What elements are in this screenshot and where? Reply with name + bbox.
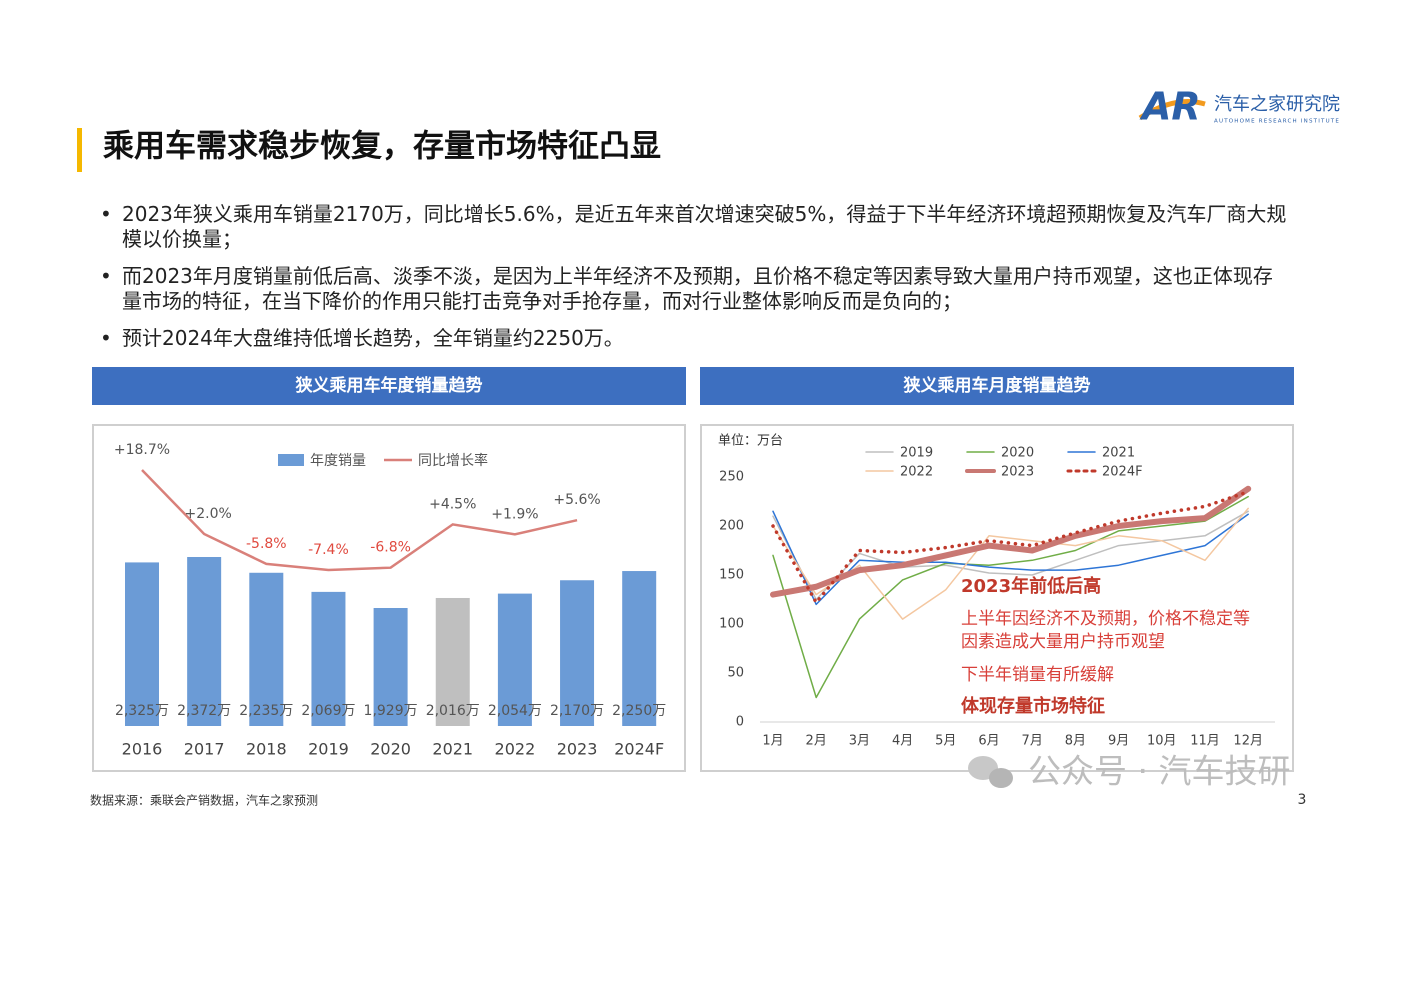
title-accent — [77, 128, 82, 172]
bar — [249, 572, 284, 726]
annotation: 体现存量市场特征 — [961, 695, 1105, 717]
x-tick-label: 4月 — [892, 734, 913, 749]
x-tick-label: 2020 — [370, 740, 411, 759]
bullet: 预计2024年大盘维持低增长趋势，全年销量约2250万。 — [100, 326, 1290, 351]
y-tick-label: 50 — [727, 666, 744, 681]
x-tick-label: 2月 — [806, 734, 827, 749]
x-tick-label: 6月 — [978, 734, 999, 749]
source-note: 数据来源：乘联会产销数据，汽车之家预测 — [90, 793, 318, 808]
bar-value-label: 2,235万 — [239, 703, 293, 719]
annotation: 因素造成大量用户持币观望 — [961, 632, 1165, 652]
line-value-label: +4.5% — [429, 496, 476, 512]
chart-title: 狭义乘用车月度销量趋势 — [903, 375, 1091, 396]
bar — [435, 597, 470, 726]
x-tick-label: 2016 — [122, 740, 163, 759]
legend-label: 年度销量 — [310, 453, 366, 469]
y-tick-label: 100 — [719, 617, 744, 632]
line-value-label: +1.9% — [491, 506, 538, 522]
annotation: 2023年前低后高 — [961, 575, 1101, 597]
line-value-label: -7.4% — [308, 542, 349, 558]
chart-title: 狭义乘用车年度销量趋势 — [295, 375, 483, 396]
bar — [373, 608, 408, 726]
chart-banner — [700, 367, 1294, 405]
watermark-icon — [989, 768, 1013, 788]
unit-label: 单位：万台 — [718, 434, 783, 449]
bar-value-label: 2,250万 — [612, 703, 666, 719]
line-value-label: +5.6% — [553, 492, 600, 508]
y-tick-label: 250 — [719, 470, 744, 485]
series-line — [770, 485, 1252, 598]
x-tick-label: 5月 — [935, 734, 956, 749]
bullet-list: 2023年狭义乘用车销量2170万，同比增长5.6%，是近五年来首次增速突破5%… — [100, 202, 1290, 363]
line-value-label: +2.0% — [184, 506, 231, 522]
page-number: 3 — [1298, 792, 1307, 808]
bar-value-label: 2,170万 — [550, 703, 604, 719]
y-tick-label: 150 — [719, 568, 744, 583]
x-tick-label: 7月 — [1022, 734, 1043, 749]
bar — [497, 593, 532, 726]
x-tick-label: 2023 — [557, 740, 598, 759]
line-value-label: -6.8% — [370, 540, 411, 556]
bullet: 2023年狭义乘用车销量2170万，同比增长5.6%，是近五年来首次增速突破5%… — [100, 202, 1290, 252]
series-line — [772, 495, 1249, 699]
x-tick-label: 1月 — [762, 734, 783, 749]
bar — [560, 580, 595, 726]
logo-swoosh — [1138, 99, 1206, 121]
bar — [187, 557, 222, 726]
legend-label: 2019 — [900, 446, 933, 461]
x-tick-label: 2022 — [495, 740, 536, 759]
bar-value-label: 2,325万 — [115, 703, 169, 719]
bar — [622, 571, 657, 726]
bar-value-label: 1,929万 — [364, 703, 418, 719]
bullet: 而2023年月度销量前低后高、淡季不淡，是因为上半年经济不及预期，且价格不稳定等… — [100, 264, 1290, 314]
legend-label: 同比增长率 — [418, 452, 488, 469]
slide-title: 乘用车需求稳步恢复，存量市场特征凸显 — [103, 129, 661, 165]
series-line — [772, 510, 1249, 606]
x-tick-label: 12月 — [1233, 734, 1263, 749]
chart-banner — [92, 367, 686, 405]
logo-mark: AR — [1139, 85, 1201, 129]
bar-value-label: 2,069万 — [301, 703, 355, 719]
x-tick-label: 11月 — [1190, 734, 1220, 749]
legend-label: 2023 — [1001, 465, 1034, 480]
legend-label: 2020 — [1001, 446, 1034, 461]
y-tick-label: 200 — [719, 519, 744, 534]
bar — [125, 562, 159, 726]
legend-swatch — [278, 454, 304, 466]
bar-value-label: 2,016万 — [426, 703, 480, 719]
x-tick-label: 2021 — [432, 740, 473, 759]
x-tick-label: 2019 — [308, 740, 349, 759]
annotation: 下半年销量有所缓解 — [961, 665, 1114, 685]
x-tick-label: 10月 — [1147, 734, 1177, 749]
y-tick-label: 0 — [736, 715, 744, 730]
x-tick-label: 2024F — [614, 740, 664, 759]
annotation: 上半年因经济不及预期，价格不稳定等 — [961, 609, 1250, 629]
x-tick-label: 9月 — [1108, 734, 1129, 749]
x-tick-label: 2018 — [246, 740, 287, 759]
logo-name: 汽车之家研究院 — [1214, 94, 1340, 115]
chart-frame — [700, 424, 1294, 772]
watermark: 公众号 · 汽车技研 — [1028, 752, 1290, 791]
series-line — [771, 489, 1250, 605]
bar-value-label: 2,372万 — [177, 703, 231, 719]
x-tick-label: 3月 — [849, 734, 870, 749]
legend-label: 2021 — [1102, 446, 1135, 461]
logo-tagline: AUTOHOME RESEARCH INSTITUTE — [1214, 119, 1340, 125]
line-value-label: -5.8% — [246, 536, 287, 552]
growth-line — [141, 469, 578, 572]
bar-value-label: 2,054万 — [488, 703, 542, 719]
chart-frame — [92, 424, 686, 772]
legend-label: 2022 — [900, 465, 933, 480]
x-tick-label: 2017 — [184, 740, 225, 759]
line-value-label: +18.7% — [114, 442, 170, 458]
legend-label: 2024F — [1102, 465, 1143, 480]
x-tick-label: 8月 — [1065, 734, 1086, 749]
bar — [311, 591, 346, 726]
